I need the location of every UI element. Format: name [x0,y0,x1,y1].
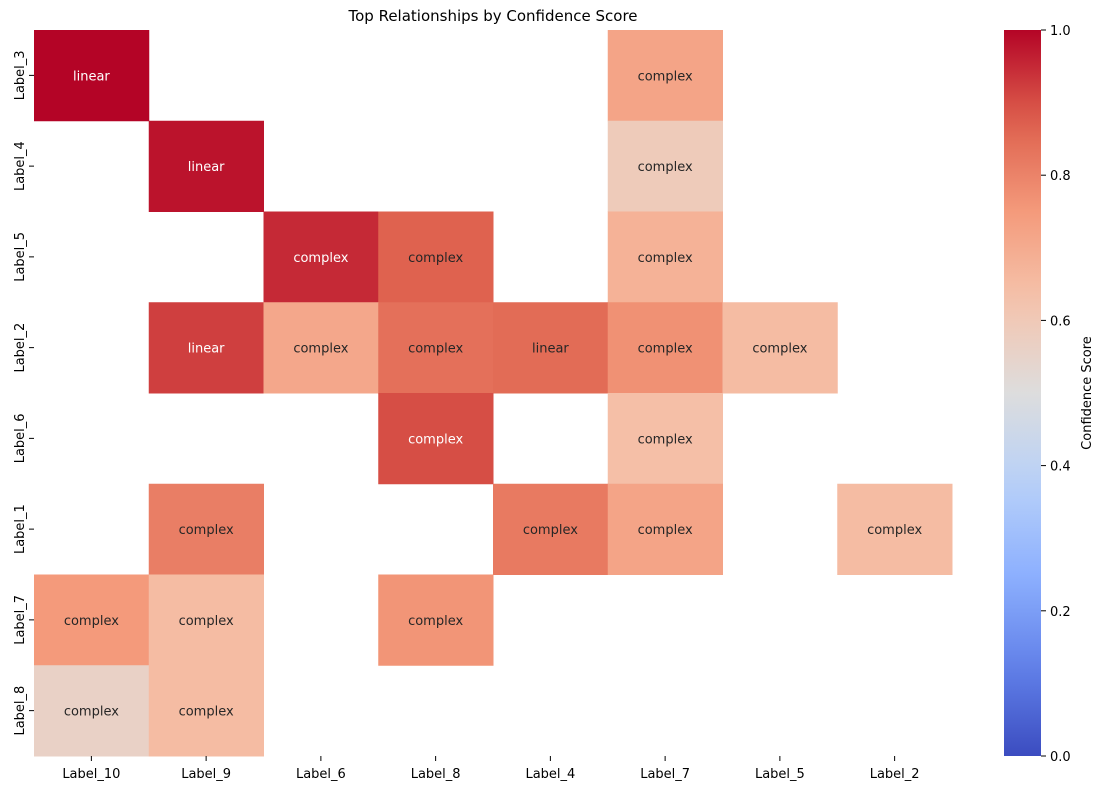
x-tick-label: Label_10 [62,767,120,782]
x-tick-label: Label_6 [296,767,346,782]
heatmap-cell [378,393,494,485]
cell-annotation: linear [188,342,225,357]
x-tick-label: Label_8 [411,767,461,782]
y-tick-label: Label_3 [13,50,28,100]
heatmap-cell [607,120,723,212]
cell-annotation: complex [752,342,807,357]
heatmap-cell [263,302,379,394]
cell-annotation: complex [179,705,234,720]
colorbar-tick-label: 0.8 [1050,169,1071,184]
cell-annotation: complex [638,160,693,175]
colorbar-ticks: 0.0 0.2 0.4 0.6 0.8 1.0 [1041,24,1071,765]
cell-annotation: complex [179,614,234,629]
heatmap-cell [263,211,379,303]
heatmap-cell [378,211,494,303]
cell-annotation: complex [64,705,119,720]
heatmap-cell [607,30,723,122]
heatmap-cell [148,120,264,212]
chart-title: Top Relationships by Confidence Score [347,7,637,25]
heatmap-cell [148,483,264,575]
cell-annotation: complex [408,432,463,447]
heatmap-cell [34,574,150,666]
heatmap-cell [607,211,723,303]
cell-annotation: linear [73,69,110,84]
colorbar-gradient [1004,30,1041,756]
y-tick-label: Label_8 [13,686,28,736]
cell-annotation: complex [638,69,693,84]
colorbar-tick-label: 0.4 [1050,460,1071,475]
cell-annotation: complex [179,523,234,538]
heatmap-cell [722,302,838,394]
x-tick-label: Label_7 [640,767,690,782]
cell-annotation: complex [408,614,463,629]
cell-annotation: complex [293,251,348,266]
heatmap-cell [607,393,723,485]
colorbar-tick-label: 1.0 [1050,24,1071,39]
heatmap-cell [493,483,609,575]
heatmap-cell [378,302,494,394]
cell-annotation: complex [638,251,693,266]
cell-annotation: complex [638,432,693,447]
cell-annotation: complex [867,523,922,538]
colorbar: 0.0 0.2 0.4 0.6 0.8 1.0 Confidence Score [1004,24,1095,765]
heatmap-cell [148,665,264,757]
cell-annotation: complex [293,342,348,357]
y-axis: Label_3 Label_4 Label_5 Label_2 Label_6 Label… [13,50,34,736]
colorbar-label: Confidence Score [1080,336,1095,450]
cell-annotation: linear [188,160,225,175]
cell-annotation: complex [638,342,693,357]
heatmap-cells: linear complex linear complex complex complex… [34,30,953,757]
cell-annotation: complex [638,523,693,538]
x-tick-label: Label_2 [870,767,920,782]
x-tick-label: Label_9 [181,767,231,782]
y-tick-label: Label_4 [13,141,28,191]
y-tick-label: Label_6 [13,413,28,463]
colorbar-tick-label: 0.2 [1050,605,1071,620]
x-tick-label: Label_5 [755,767,805,782]
heatmap-cell [607,483,723,575]
cell-annotation: complex [408,251,463,266]
heatmap-cell [34,30,150,122]
cell-annotation: linear [532,342,569,357]
heatmap-cell [148,302,264,394]
heatmap-cell [837,483,953,575]
colorbar-tick-label: 0.6 [1050,314,1071,329]
heatmap-cell [148,574,264,666]
y-tick-label: Label_5 [13,232,28,282]
heatmap-cell [34,665,150,757]
x-axis: Label_10 Label_9 Label_6 Label_8 Label_4 Labe… [62,756,920,782]
y-tick-label: Label_7 [13,595,28,645]
cell-annotation: complex [64,614,119,629]
y-tick-label: Label_1 [13,504,28,554]
y-tick-label: Label_2 [13,323,28,373]
heatmap-cell [378,574,494,666]
heatmap-cell [493,302,609,394]
x-tick-label: Label_4 [525,767,575,782]
heatmap-cell [607,302,723,394]
cell-annotation: complex [523,523,578,538]
colorbar-tick-label: 0.0 [1050,750,1071,765]
cell-annotation: complex [408,342,463,357]
